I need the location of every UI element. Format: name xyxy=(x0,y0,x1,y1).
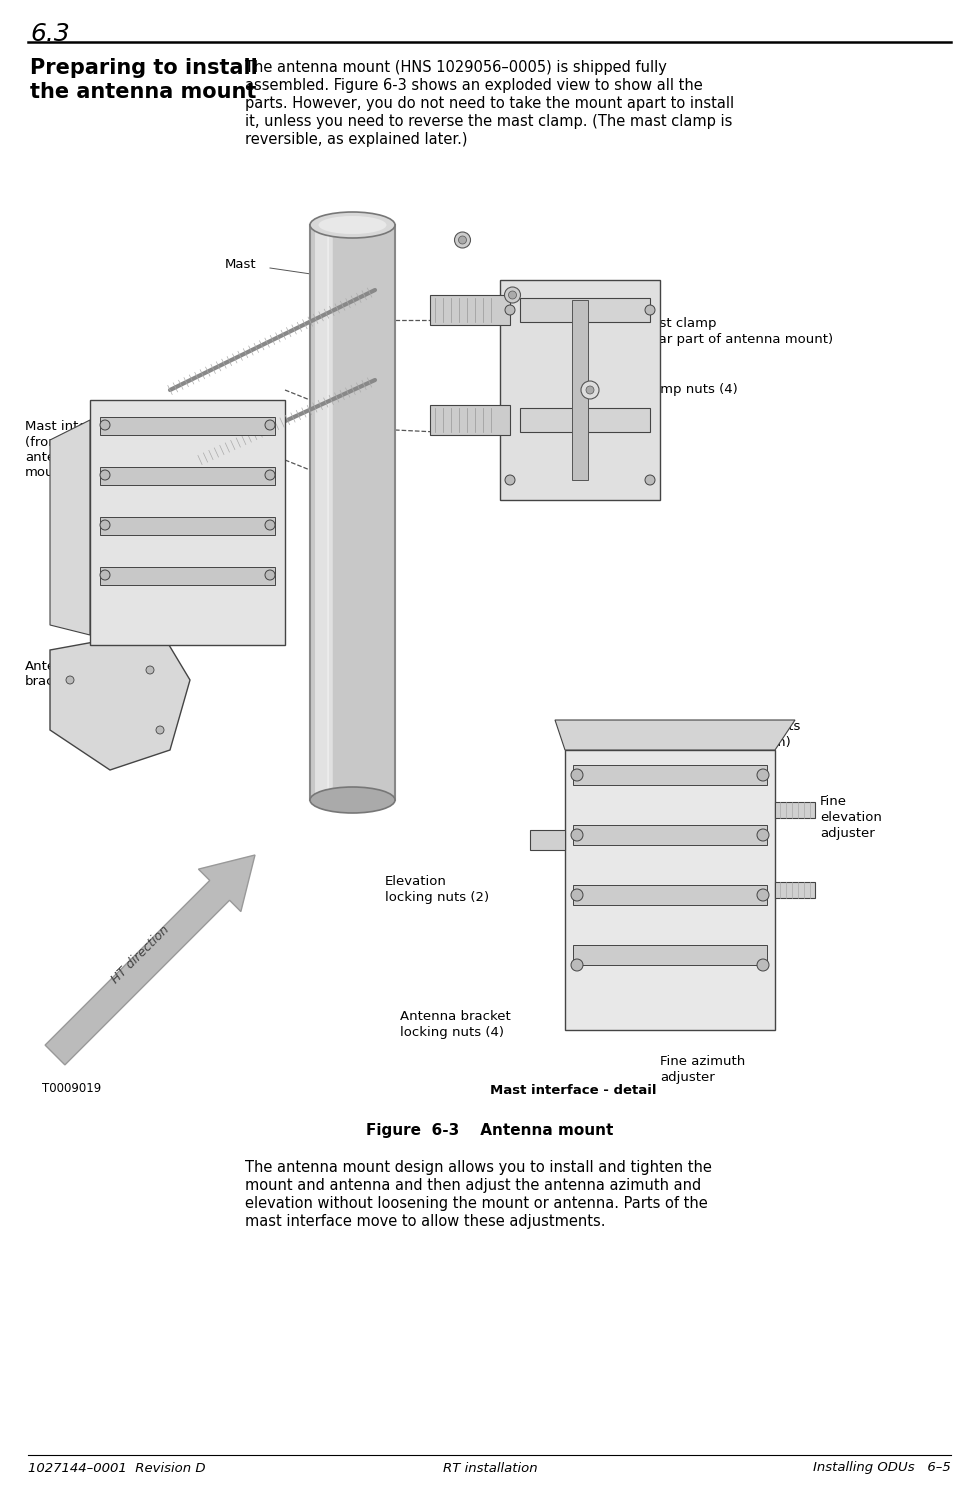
Text: mast interface move to allow these adjustments.: mast interface move to allow these adjus… xyxy=(244,1214,604,1228)
Circle shape xyxy=(100,420,110,430)
Text: Mast interface - detail: Mast interface - detail xyxy=(490,1084,656,1096)
Text: The antenna mount design allows you to install and tighten the: The antenna mount design allows you to i… xyxy=(244,1160,711,1175)
Bar xyxy=(100,517,275,535)
Bar xyxy=(429,295,510,325)
Text: Preparing to install: Preparing to install xyxy=(30,58,257,77)
Ellipse shape xyxy=(310,211,394,238)
Bar xyxy=(775,803,814,817)
Circle shape xyxy=(580,381,599,399)
Circle shape xyxy=(100,570,110,581)
Bar xyxy=(564,750,775,1030)
Text: (rear part of antenna mount): (rear part of antenna mount) xyxy=(640,334,832,345)
Polygon shape xyxy=(50,630,190,770)
Circle shape xyxy=(100,471,110,479)
Circle shape xyxy=(570,768,583,782)
Bar xyxy=(429,405,510,435)
Circle shape xyxy=(505,475,514,485)
Text: mount and antenna and then adjust the antenna azimuth and: mount and antenna and then adjust the an… xyxy=(244,1178,700,1193)
Text: 1027144–0001  Revision D: 1027144–0001 Revision D xyxy=(28,1462,205,1474)
Circle shape xyxy=(570,889,583,901)
Text: the antenna mount: the antenna mount xyxy=(30,82,256,103)
Bar xyxy=(519,408,649,432)
Text: Fine azimuth: Fine azimuth xyxy=(659,1056,744,1068)
Bar xyxy=(100,468,275,485)
Circle shape xyxy=(570,959,583,971)
Text: it, unless you need to reverse the mast clamp. (The mast clamp is: it, unless you need to reverse the mast … xyxy=(244,115,732,130)
Text: adjuster: adjuster xyxy=(820,826,874,840)
Circle shape xyxy=(265,471,275,479)
Text: reversible, as explained later.): reversible, as explained later.) xyxy=(244,133,467,147)
Bar xyxy=(571,299,588,479)
Circle shape xyxy=(505,305,514,316)
Text: Fine: Fine xyxy=(820,795,846,809)
Bar xyxy=(519,298,649,322)
Text: adjuster: adjuster xyxy=(659,1071,714,1084)
Text: Antenna: Antenna xyxy=(25,660,81,673)
FancyArrow shape xyxy=(45,855,254,1065)
Text: T0009019: T0009019 xyxy=(42,1081,101,1094)
Circle shape xyxy=(756,768,768,782)
Polygon shape xyxy=(50,420,90,634)
Text: Mast: Mast xyxy=(225,259,256,271)
Circle shape xyxy=(756,889,768,901)
Text: The antenna mount (HNS 1029056–0005) is shipped fully: The antenna mount (HNS 1029056–0005) is … xyxy=(244,60,666,74)
Bar xyxy=(310,225,394,800)
Text: parts. However, you do not need to take the mount apart to install: parts. However, you do not need to take … xyxy=(244,95,734,112)
Circle shape xyxy=(454,232,470,249)
Text: 6.3: 6.3 xyxy=(30,22,69,46)
Bar xyxy=(529,829,564,850)
Text: elevation: elevation xyxy=(820,812,881,823)
Text: locking nuts (4): locking nuts (4) xyxy=(400,1026,504,1039)
Circle shape xyxy=(146,666,154,675)
Text: elevation without loosening the mount or antenna. Parts of the: elevation without loosening the mount or… xyxy=(244,1196,707,1211)
Bar xyxy=(572,825,766,844)
Circle shape xyxy=(756,829,768,841)
Circle shape xyxy=(645,305,654,316)
Circle shape xyxy=(586,386,594,395)
Bar xyxy=(500,280,659,500)
Polygon shape xyxy=(555,721,794,750)
Circle shape xyxy=(156,727,164,734)
Circle shape xyxy=(66,676,74,683)
Text: Azimuth locking nuts: Azimuth locking nuts xyxy=(659,721,800,733)
Bar xyxy=(572,884,766,905)
Circle shape xyxy=(645,475,654,485)
Bar xyxy=(100,417,275,435)
Circle shape xyxy=(570,829,583,841)
Text: assembled. Figure 6-3 shows an exploded view to show all the: assembled. Figure 6-3 shows an exploded … xyxy=(244,77,702,92)
Text: Mast clamp nuts (4): Mast clamp nuts (4) xyxy=(604,384,737,396)
Circle shape xyxy=(458,235,467,244)
Text: HT direction: HT direction xyxy=(109,923,171,987)
Text: antenna: antenna xyxy=(25,451,80,465)
Circle shape xyxy=(265,420,275,430)
Text: Figure  6-3    Antenna mount: Figure 6-3 Antenna mount xyxy=(366,1123,613,1138)
Circle shape xyxy=(504,287,520,302)
Bar xyxy=(100,567,275,585)
Text: locking nuts (2): locking nuts (2) xyxy=(384,890,489,904)
Text: Mast interface: Mast interface xyxy=(25,420,120,433)
Text: Mast clamp: Mast clamp xyxy=(640,317,716,331)
Ellipse shape xyxy=(318,216,386,234)
Ellipse shape xyxy=(310,788,394,813)
Text: Antenna bracket: Antenna bracket xyxy=(400,1010,511,1023)
Circle shape xyxy=(508,290,516,299)
Text: Installing ODUs   6–5: Installing ODUs 6–5 xyxy=(813,1462,950,1474)
Text: Elevation: Elevation xyxy=(384,876,446,887)
Bar xyxy=(572,765,766,785)
Bar xyxy=(90,401,285,645)
Circle shape xyxy=(100,520,110,530)
Circle shape xyxy=(756,959,768,971)
Bar xyxy=(572,946,766,965)
Text: (front of: (front of xyxy=(25,436,79,450)
Text: bracket: bracket xyxy=(25,675,75,688)
Text: (2, top and bottom): (2, top and bottom) xyxy=(659,736,790,749)
Text: RT installation: RT installation xyxy=(442,1462,537,1474)
Text: mount): mount) xyxy=(25,466,73,479)
Circle shape xyxy=(265,520,275,530)
Circle shape xyxy=(265,570,275,581)
Bar xyxy=(775,881,814,898)
